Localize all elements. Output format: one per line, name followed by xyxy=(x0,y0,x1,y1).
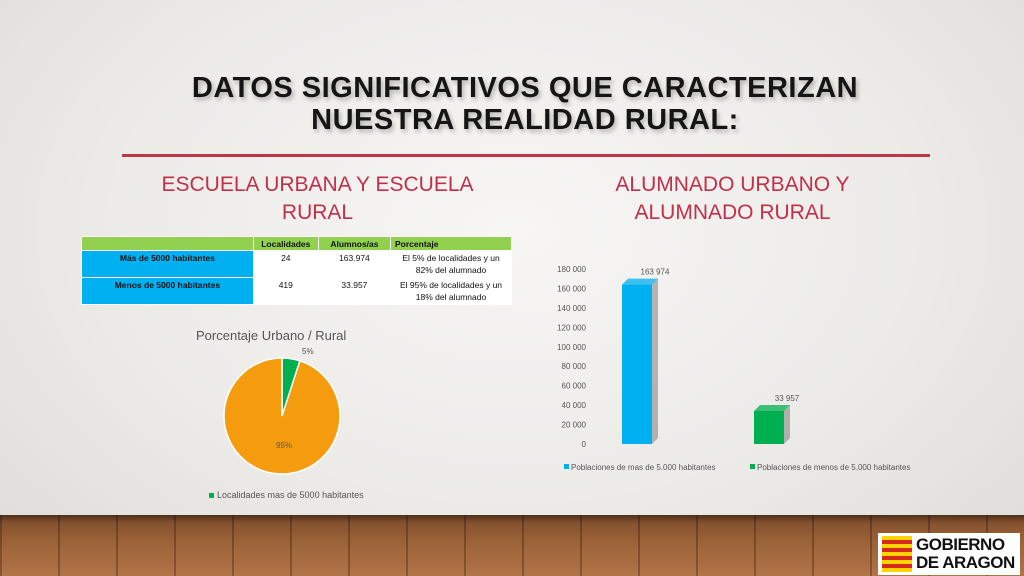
y-tick-label: 0 xyxy=(582,440,587,449)
logo-line2: DE ARAGON xyxy=(916,553,1015,572)
legend-swatch xyxy=(209,493,214,498)
y-tick-label: 100 000 xyxy=(557,343,586,352)
legend-swatch xyxy=(750,464,755,469)
legend-label: Poblaciones de mas de 5.000 habitantes xyxy=(571,463,716,472)
right-section-title-line1: ALUMNADO URBANO Y xyxy=(615,173,850,196)
slide-title-line1: DATOS SIGNIFICATIVOS QUE CARACTERIZAN xyxy=(191,72,859,104)
bar-chart: 0 20 000 40 000 60 000 80 000 100 000 120 000 1… xyxy=(557,265,910,472)
table-header-row: Localidades Alumnos/as Porcentaje xyxy=(81,236,512,251)
bar-value-label: 163 974 xyxy=(641,268,670,277)
title-divider xyxy=(122,154,930,157)
bar-value-label: 33 957 xyxy=(775,394,800,403)
pie-legend: Localidades mas de 5000 habitantes xyxy=(209,490,364,500)
y-tick-label: 160 000 xyxy=(557,284,586,293)
y-tick-label: 140 000 xyxy=(557,304,586,313)
table-header-cell: Porcentaje xyxy=(390,236,512,251)
table-cell: 24 xyxy=(252,250,319,278)
logo-line1: GOBIERNO xyxy=(916,535,1005,554)
bar xyxy=(622,284,652,444)
table-cell-line: El 5% de localidades y un xyxy=(402,253,500,263)
bar-side xyxy=(784,404,790,444)
table-cell: 33.957 xyxy=(317,277,392,305)
table-header-cell: Alumnos/as xyxy=(317,236,392,251)
right-section-title-line2: ALUMNADO RURAL xyxy=(634,201,831,224)
table-cell-line: El 95% de localidades y un xyxy=(399,280,503,290)
logo-text: GOBIERNO DE ARAGON xyxy=(916,536,1015,572)
table-header-cell xyxy=(81,236,254,251)
table-cell: 419 xyxy=(252,277,319,305)
table-cell-line: 18% del alumnado xyxy=(415,292,487,302)
right-section-title: ALUMNADO URBANO Y ALUMNADO RURAL xyxy=(590,171,875,227)
wood-floor xyxy=(0,515,1024,576)
table-row: Más de 5000 habitantes 24 163.974 El 5% … xyxy=(81,250,512,278)
y-tick-label: 120 000 xyxy=(557,323,586,332)
table-row-label: Más de 5000 habitantes xyxy=(81,250,254,278)
pie-slice-label: 95% xyxy=(276,441,292,450)
y-tick-label: 20 000 xyxy=(562,421,587,430)
pie-slice-label: 5% xyxy=(302,348,314,356)
bar-top xyxy=(754,404,790,411)
left-section-title-line2: RURAL xyxy=(281,201,354,224)
left-section-title-line1: ESCUELA URBANA Y ESCUELA xyxy=(161,173,474,196)
table-cell: El 95% de localidades y un 18% del alumn… xyxy=(390,277,512,305)
pie-legend-label: Localidades mas de 5000 habitantes xyxy=(217,490,364,500)
schools-table: Localidades Alumnos/as Porcentaje Más de… xyxy=(81,236,512,305)
table-row-label: Menos de 5000 habitantes xyxy=(81,277,254,305)
table-header-cell: Localidades xyxy=(252,236,319,251)
table-cell: 163.974 xyxy=(317,250,392,278)
table-cell-line: 82% del alumnado xyxy=(415,265,487,275)
legend-swatch xyxy=(564,464,569,469)
aragon-flag-icon xyxy=(882,536,912,572)
gobierno-aragon-logo: GOBIERNO DE ARAGON xyxy=(878,533,1020,575)
bar-top xyxy=(622,278,658,285)
slide-title: DATOS SIGNIFICATIVOS QUE CARACTERIZAN NU… xyxy=(120,72,930,136)
bar xyxy=(754,410,784,444)
pie-chart-title: Porcentaje Urbano / Rural xyxy=(196,328,347,343)
legend-label: Poblaciones de menos de 5.000 habitantes xyxy=(757,463,910,472)
table-row: Menos de 5000 habitantes 419 33.957 El 9… xyxy=(81,277,512,305)
y-tick-label: 180 000 xyxy=(557,265,586,274)
y-tick-label: 40 000 xyxy=(562,401,587,410)
pie-slice xyxy=(223,357,341,475)
table-cell: El 5% de localidades y un 82% del alumna… xyxy=(390,250,512,278)
y-tick-label: 80 000 xyxy=(562,362,587,371)
slide-title-line2: NUESTRA REALIDAD RURAL: xyxy=(311,104,739,136)
pie-chart: 5% 95% xyxy=(223,348,341,475)
y-tick-label: 60 000 xyxy=(562,382,587,391)
left-section-title: ESCUELA URBANA Y ESCUELA RURAL xyxy=(150,171,485,227)
bar-side xyxy=(652,278,658,444)
